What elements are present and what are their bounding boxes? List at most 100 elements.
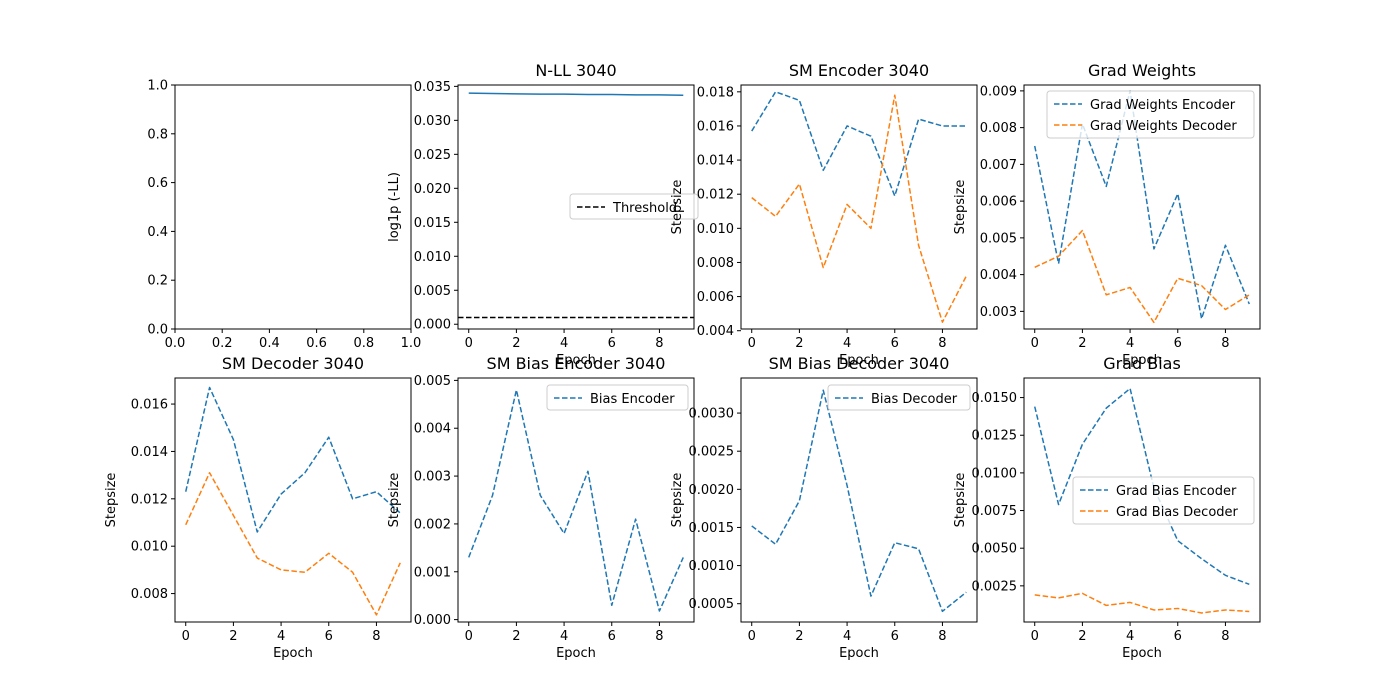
chart-7: 0 2 4 6 8 0.0025 0.0050 0.0075 0.0100 0.0125 0.015… [953, 354, 1261, 661]
legend-box [1046, 90, 1255, 139]
legend-label: Grad Bias Decoder [1116, 505, 1239, 520]
chart-title: N-LL 3040 [535, 61, 616, 80]
y-tick-label: 0.004 [980, 268, 1017, 283]
y-tick-label: 0.008 [697, 256, 734, 271]
plot-area [741, 85, 977, 329]
series-line-1 [751, 94, 967, 323]
axes-frame [740, 377, 978, 623]
y-tick-label: 0.006 [980, 195, 1017, 210]
y-tick-label: 0.0025 [689, 445, 735, 460]
legend-box [827, 384, 971, 411]
y-tick-label: 0.6 [147, 176, 168, 191]
x-tick-label: 0 [465, 629, 473, 644]
y-tick-label: 0.0075 [972, 504, 1018, 519]
x-tick-label: 8 [372, 629, 380, 644]
y-axis-label: Stepsize [953, 473, 968, 528]
axes-frame [174, 377, 412, 623]
x-tick-label: 8 [1221, 629, 1229, 644]
x-tick-label: 0.8 [353, 336, 374, 351]
x-tick-label: 8 [655, 336, 663, 351]
y-tick-label: 0.001 [414, 565, 451, 580]
y-tick-label: 0.0010 [689, 559, 735, 574]
chart-2: 0 2 4 6 8 0.004 0.006 0.008 0.010 0.012 0.014 0.016… [670, 61, 978, 368]
series-line-0 [184, 386, 401, 533]
chart-6: 0 2 4 6 8 0.0005 0.0010 0.0015 0.0020 0.0025 0.003… [670, 354, 978, 661]
x-tick-label: 2 [795, 629, 803, 644]
y-tick-label: 0.018 [697, 85, 734, 100]
legend-box [1072, 476, 1255, 525]
legend-label: Grad Bias Encoder [1116, 484, 1237, 499]
y-tick-label: 0.005 [414, 374, 451, 389]
series-line-0 [468, 92, 684, 96]
y-axis-label: Stepsize [387, 473, 402, 528]
y-tick-label: 0.015 [414, 216, 451, 231]
y-tick-label: 0.0050 [972, 542, 1018, 557]
y-tick-label: 0.007 [980, 158, 1017, 173]
x-tick-label: 0 [182, 629, 190, 644]
y-tick-label: 0.0020 [689, 483, 735, 498]
chart-title: SM Bias Decoder 3040 [769, 354, 950, 373]
series-line-0 [751, 389, 967, 613]
y-tick-label: 1.0 [147, 79, 168, 94]
x-axis-label: Epoch [273, 646, 313, 661]
series-line-1 [1034, 229, 1250, 324]
y-tick-label: 0.002 [414, 517, 451, 532]
x-tick-label: 0 [1031, 629, 1039, 644]
x-tick-label: 6 [608, 629, 616, 644]
y-tick-label: 0.014 [131, 445, 168, 460]
x-tick-label: 6 [1174, 336, 1182, 351]
y-axis-label: Stepsize [670, 473, 685, 528]
x-tick-label: 6 [891, 336, 899, 351]
x-tick-label: 4 [277, 629, 285, 644]
series-line-0 [1033, 90, 1250, 320]
x-tick-label: 4 [1126, 336, 1134, 351]
series-line-1 [1034, 592, 1250, 614]
series-line-0 [751, 91, 967, 197]
x-tick-label: 0.4 [259, 336, 280, 351]
chart-title: SM Bias Encoder 3040 [487, 354, 666, 373]
x-tick-label: 8 [1221, 336, 1229, 351]
x-axis-label: Epoch [1122, 353, 1162, 368]
x-tick-label: 2 [795, 336, 803, 351]
y-tick-label: 0.0 [147, 323, 168, 338]
y-tick-label: 0.010 [131, 540, 168, 555]
y-tick-label: 0.000 [414, 318, 451, 333]
y-tick-label: 0.016 [697, 119, 734, 134]
y-tick-label: 0.2 [147, 274, 168, 289]
y-tick-label: 0.0015 [689, 521, 735, 536]
x-tick-label: 8 [655, 629, 663, 644]
y-tick-label: 0.005 [414, 284, 451, 299]
x-axis-label: Epoch [1122, 646, 1162, 661]
y-axis-label: log1p (-LL) [387, 172, 402, 242]
x-axis-label: Epoch [556, 646, 596, 661]
y-tick-label: 0.014 [697, 154, 734, 169]
x-tick-label: 8 [938, 336, 946, 351]
y-tick-label: 0.8 [147, 127, 168, 142]
legend-box [546, 384, 689, 411]
chart-title: SM Decoder 3040 [222, 354, 364, 373]
y-tick-label: 0.008 [980, 121, 1017, 136]
axes-frame [174, 84, 412, 330]
axes-frame [457, 377, 695, 623]
chart-3: 0 2 4 6 8 0.003 0.004 0.005 0.006 0.007 0.008 0.009… [953, 61, 1261, 368]
x-tick-label: 0.2 [212, 336, 233, 351]
y-tick-label: 0.0005 [689, 597, 735, 612]
legend-label: Grad Weights Encoder [1090, 98, 1236, 113]
plot-area [458, 378, 694, 622]
chart-title: Grad Bias [1103, 354, 1181, 373]
chart-title: Grad Weights [1088, 61, 1196, 80]
chart-4: 0 2 4 6 8 0.008 0.010 0.012 0.014 0.016 SM Decoder… [104, 354, 412, 661]
x-tick-label: 0 [1031, 336, 1039, 351]
x-axis-label: Epoch [839, 353, 879, 368]
legend-label: Bias Encoder [590, 392, 675, 407]
y-tick-label: 0.016 [131, 398, 168, 413]
x-tick-label: 2 [512, 336, 520, 351]
legend-label: Threshold [612, 201, 677, 216]
x-tick-label: 1.0 [401, 336, 422, 351]
x-tick-label: 0 [748, 336, 756, 351]
y-tick-label: 0.012 [697, 188, 734, 203]
x-tick-label: 0 [748, 629, 756, 644]
y-tick-label: 0.025 [414, 148, 451, 163]
y-tick-label: 0.4 [147, 225, 168, 240]
plot-area [175, 378, 411, 622]
